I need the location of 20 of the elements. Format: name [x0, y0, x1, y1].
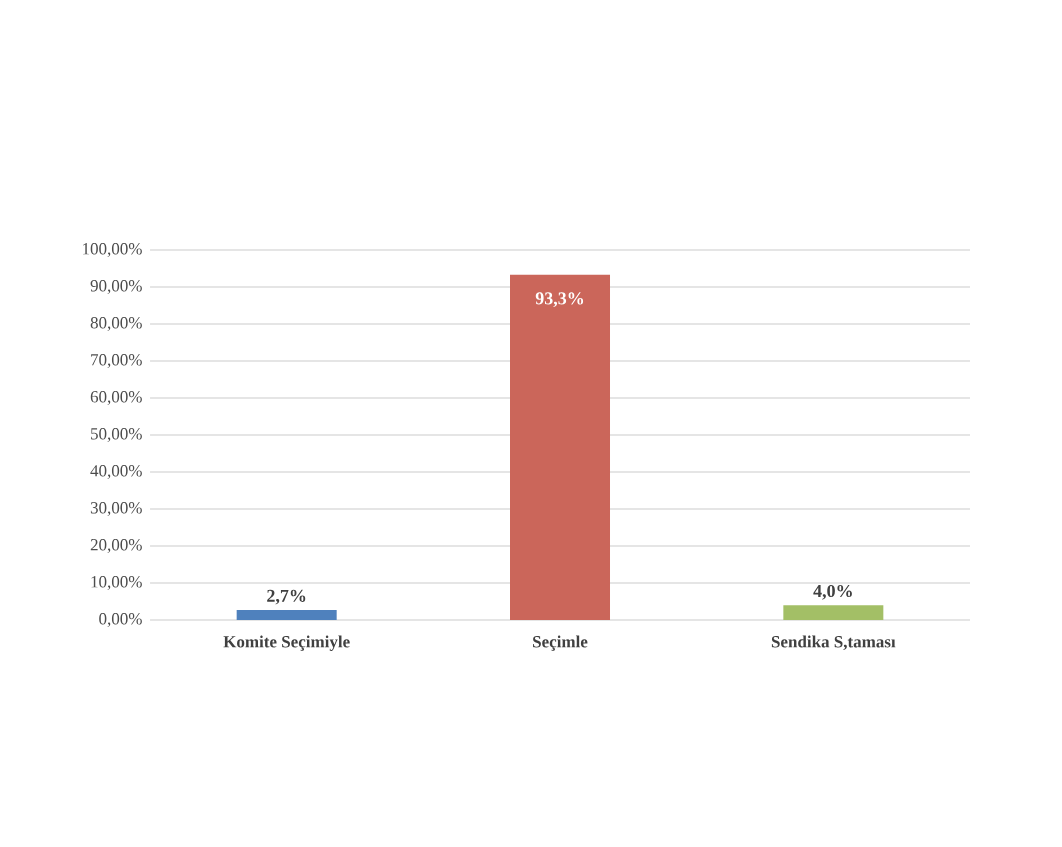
y-tick-label: 60,00% — [90, 391, 142, 405]
y-tick-label: 100,00% — [83, 243, 142, 257]
x-tick-label: Sendika S,taması — [771, 635, 896, 650]
y-tick-label: 10,00% — [91, 576, 142, 590]
y-tick-label: 70,00% — [91, 354, 142, 368]
y-tick-label: 90,00% — [90, 280, 142, 294]
bar — [510, 274, 611, 620]
y-tick-label: 0,00% — [99, 613, 142, 627]
y-tick-label: 30,00% — [90, 502, 142, 516]
data-label: 4,0% — [813, 584, 852, 600]
x-tick-label: Seçimle — [533, 635, 588, 651]
y-tick-label: 40,00% — [90, 465, 142, 479]
data-label: 2,7% — [267, 589, 306, 605]
y-tick-label: 20,00% — [90, 539, 142, 553]
y-tick-label: 50,00% — [91, 428, 142, 442]
bar — [783, 605, 884, 620]
data-label: 93,3% — [535, 292, 584, 308]
bar — [236, 610, 337, 620]
x-tick-label: Komite Seçimiyle — [223, 635, 350, 651]
y-tick-label: 80,00% — [90, 317, 142, 331]
